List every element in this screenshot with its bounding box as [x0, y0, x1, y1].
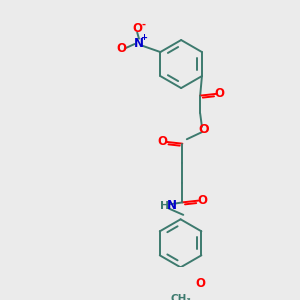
Text: CH₃: CH₃: [170, 294, 191, 300]
Text: O: O: [132, 22, 142, 35]
Text: N: N: [167, 200, 177, 212]
Text: O: O: [158, 135, 168, 148]
Text: O: O: [195, 277, 205, 290]
Text: O: O: [116, 42, 126, 55]
Text: N: N: [134, 37, 144, 50]
Text: H: H: [160, 201, 169, 211]
Text: O: O: [197, 194, 207, 207]
Text: -: -: [141, 20, 146, 29]
Text: O: O: [198, 123, 209, 136]
Text: +: +: [140, 33, 147, 42]
Text: O: O: [215, 87, 225, 101]
